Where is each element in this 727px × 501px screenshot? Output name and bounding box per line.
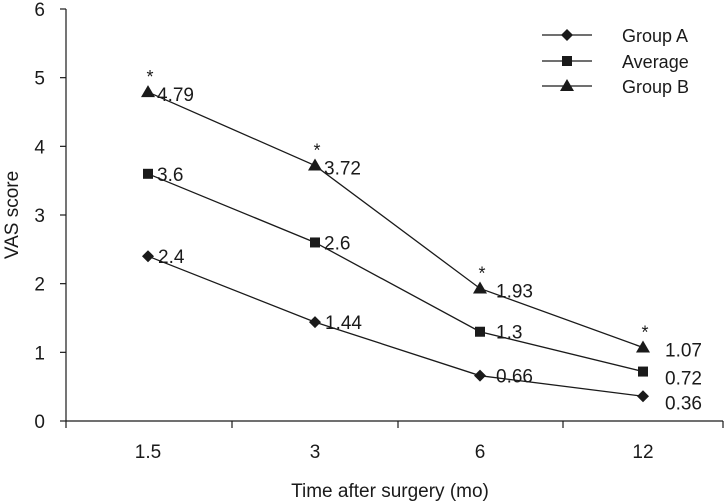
legend-label-average: Average <box>622 52 689 72</box>
legend-marker-average <box>562 56 572 66</box>
x-tick-label: 3 <box>310 442 321 463</box>
legend-marker-group-a <box>561 29 573 41</box>
data-label-group-b: 3.72 <box>324 159 361 180</box>
data-label-average: 2.6 <box>324 233 350 254</box>
legend-label-group-a: Group A <box>622 26 688 46</box>
y-tick-label: 0 <box>34 412 45 433</box>
x-tick-label: 6 <box>475 442 486 463</box>
data-point-group-b <box>473 281 487 294</box>
data-point-average <box>143 168 153 179</box>
data-label-group-a: 0.66 <box>496 367 533 388</box>
y-tick-label: 3 <box>34 206 45 227</box>
data-point-group-a <box>142 250 154 263</box>
significance-asterisk: * <box>478 263 485 283</box>
data-point-group-b <box>636 340 650 353</box>
legend: Group A Average Group B <box>542 26 689 97</box>
data-label-group-b: 4.79 <box>157 85 194 106</box>
series-line-group-b <box>147 91 644 349</box>
y-axis-title: VAS score <box>2 171 23 259</box>
data-point-group-a <box>474 369 486 382</box>
data-point-average <box>310 237 320 248</box>
data-label-average: 3.6 <box>157 165 183 186</box>
legend-marker-group-b <box>560 79 574 91</box>
data-point-group-b <box>141 85 155 98</box>
x-axis-title: Time after surgery (mo) <box>291 481 489 501</box>
series-line-average <box>147 173 644 373</box>
legend-label-group-b: Group B <box>622 77 689 97</box>
x-tick-label: 12 <box>632 442 653 463</box>
data-point-average <box>638 366 648 377</box>
data-label-group-b: 1.07 <box>665 341 702 362</box>
data-label-average: 1.3 <box>496 323 522 344</box>
data-labels-group: 2.4 1.44 0.66 0.36 3.6 2.6 1.3 0.72 4.79 3.72 1.93… <box>146 67 701 414</box>
significance-asterisk: * <box>313 141 320 161</box>
series-line-group-a <box>147 255 644 397</box>
data-label-group-a: 2.4 <box>158 247 185 268</box>
y-tick-label: 2 <box>34 275 45 296</box>
y-tick-label: 6 <box>34 0 45 21</box>
data-point-group-a <box>309 316 321 329</box>
data-point-group-b <box>308 158 322 171</box>
x-tick-label: 1.5 <box>135 442 161 463</box>
data-point-average <box>475 326 485 337</box>
data-label-average: 0.72 <box>665 369 702 390</box>
y-tick-label: 5 <box>34 69 45 90</box>
data-label-group-a: 0.36 <box>665 393 702 414</box>
significance-asterisk: * <box>146 67 153 87</box>
y-tick-label: 4 <box>34 137 45 158</box>
data-label-group-b: 1.93 <box>496 281 533 302</box>
data-point-group-a <box>637 390 649 403</box>
data-label-group-a: 1.44 <box>325 313 362 334</box>
y-tick-label: 1 <box>34 343 45 364</box>
series-group <box>141 85 650 403</box>
significance-asterisk: * <box>641 323 648 343</box>
